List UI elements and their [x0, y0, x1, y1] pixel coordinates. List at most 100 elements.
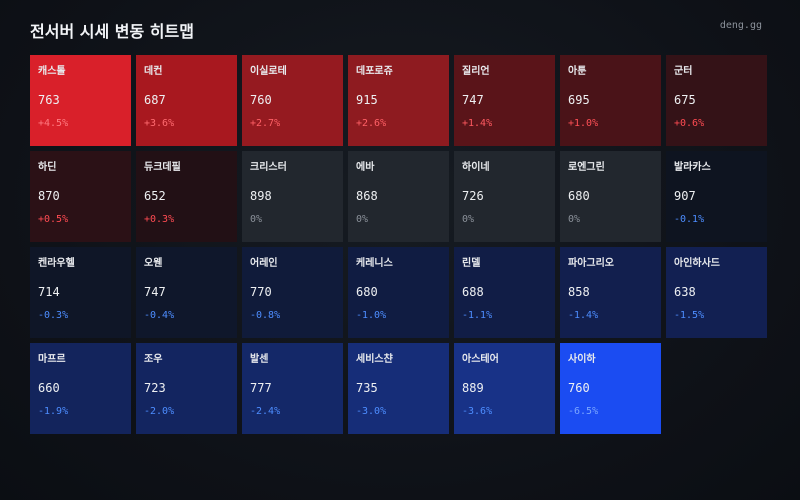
price-change: -6.5% — [568, 406, 599, 417]
server-tile[interactable]: 켄라우헬 714 -0.3% — [30, 247, 131, 338]
price-change: -1.1% — [462, 310, 493, 321]
server-name: 질리언 — [462, 66, 490, 77]
price-change: +1.4% — [462, 118, 493, 129]
server-name: 군터 — [674, 66, 693, 77]
server-tile[interactable]: 로엔그린 680 0% — [560, 151, 661, 242]
server-tile[interactable]: 데컨 687 +3.6% — [136, 55, 237, 146]
server-price: 680 — [356, 285, 378, 299]
server-name: 로엔그린 — [568, 162, 605, 173]
price-change: -0.1% — [674, 214, 705, 225]
server-name: 아인하사드 — [674, 258, 720, 269]
server-tile[interactable]: 질리언 747 +1.4% — [454, 55, 555, 146]
server-price: 695 — [568, 93, 590, 107]
server-name: 하이네 — [462, 162, 490, 173]
server-price: 675 — [674, 93, 696, 107]
server-tile[interactable]: 아스테어 889 -3.6% — [454, 343, 555, 434]
server-tile[interactable]: 케레니스 680 -1.0% — [348, 247, 449, 338]
brand-label: deng.gg — [719, 20, 762, 31]
server-name: 세비스챤 — [356, 354, 393, 365]
server-tile[interactable]: 마프르 660 -1.9% — [30, 343, 131, 434]
server-tile[interactable]: 캐스톨 763 +4.5% — [30, 55, 131, 146]
server-price: 638 — [674, 285, 696, 299]
server-name: 하딘 — [38, 162, 57, 173]
server-tile[interactable]: 세비스챤 735 -3.0% — [348, 343, 449, 434]
server-tile[interactable]: 오웬 747 -0.4% — [136, 247, 237, 338]
server-price: 770 — [250, 285, 272, 299]
server-tile[interactable]: 하이네 726 0% — [454, 151, 555, 242]
server-tile[interactable]: 어레인 770 -0.8% — [242, 247, 343, 338]
server-name: 켄라우헬 — [38, 258, 75, 269]
server-price: 763 — [38, 93, 60, 107]
server-price: 714 — [38, 285, 60, 299]
price-change: 0% — [568, 214, 581, 225]
price-change: +3.6% — [144, 118, 175, 129]
server-price: 747 — [462, 93, 484, 107]
server-tile[interactable]: 발센 777 -2.4% — [242, 343, 343, 434]
heatmap-grid: 캐스톨 763 +4.5% 데컨 687 +3.6% 이실로테 760 +2.7% 데포로쥬 915… — [30, 55, 767, 434]
server-name: 발라카스 — [674, 162, 711, 173]
price-change: -1.9% — [38, 406, 69, 417]
server-price: 735 — [356, 381, 378, 395]
price-change: 0% — [462, 214, 475, 225]
server-tile[interactable]: 린델 688 -1.1% — [454, 247, 555, 338]
server-name: 케레니스 — [356, 258, 393, 269]
server-name: 조우 — [144, 354, 163, 365]
server-price: 747 — [144, 285, 166, 299]
price-change: -2.0% — [144, 406, 175, 417]
server-tile[interactable]: 사이하 760 -6.5% — [560, 343, 661, 434]
server-name: 린델 — [462, 258, 481, 269]
price-change: -2.4% — [250, 406, 281, 417]
server-name: 어레인 — [250, 258, 278, 269]
price-change: -0.3% — [38, 310, 69, 321]
server-tile[interactable]: 크리스터 898 0% — [242, 151, 343, 242]
price-change: +2.6% — [356, 118, 387, 129]
server-name: 발센 — [250, 354, 269, 365]
server-tile[interactable]: 하딘 870 +0.5% — [30, 151, 131, 242]
server-name: 이실로테 — [250, 66, 287, 77]
server-price: 726 — [462, 189, 484, 203]
server-tile[interactable]: 이실로테 760 +2.7% — [242, 55, 343, 146]
server-tile[interactable]: 파아그리오 858 -1.4% — [560, 247, 661, 338]
price-change: +2.7% — [250, 118, 281, 129]
price-change: +0.5% — [38, 214, 69, 225]
price-change: -0.4% — [144, 310, 175, 321]
price-change: +1.0% — [568, 118, 599, 129]
server-tile[interactable]: 데포로쥬 915 +2.6% — [348, 55, 449, 146]
server-price: 760 — [568, 381, 590, 395]
server-price: 723 — [144, 381, 166, 395]
price-change: -1.5% — [674, 310, 705, 321]
server-tile[interactable]: 아툰 695 +1.0% — [560, 55, 661, 146]
server-tile[interactable]: 아인하사드 638 -1.5% — [666, 247, 767, 338]
server-price: 688 — [462, 285, 484, 299]
server-tile[interactable]: 조우 723 -2.0% — [136, 343, 237, 434]
server-name: 아스테어 — [462, 354, 499, 365]
server-tile[interactable]: 듀크데필 652 +0.3% — [136, 151, 237, 242]
price-change: +0.6% — [674, 118, 705, 129]
server-price: 898 — [250, 189, 272, 203]
server-price: 680 — [568, 189, 590, 203]
server-name: 마프르 — [38, 354, 66, 365]
server-name: 데컨 — [144, 66, 163, 77]
price-change: 0% — [356, 214, 369, 225]
server-tile[interactable]: 군터 675 +0.6% — [666, 55, 767, 146]
header: 전서버 시세 변동 히트맵 deng.gg — [30, 18, 770, 41]
server-name: 오웬 — [144, 258, 163, 269]
server-price: 777 — [250, 381, 272, 395]
server-name: 크리스터 — [250, 162, 287, 173]
server-tile[interactable]: 발라카스 907 -0.1% — [666, 151, 767, 242]
server-name: 캐스톨 — [38, 66, 66, 77]
server-price: 687 — [144, 93, 166, 107]
server-name: 데포로쥬 — [356, 66, 393, 77]
server-price: 870 — [38, 189, 60, 203]
server-name: 파아그리오 — [568, 258, 614, 269]
server-name: 듀크데필 — [144, 162, 181, 173]
server-price: 858 — [568, 285, 590, 299]
price-change: +0.3% — [144, 214, 175, 225]
price-change: -3.0% — [356, 406, 387, 417]
server-price: 889 — [462, 381, 484, 395]
server-name: 에바 — [356, 162, 375, 173]
server-price: 660 — [38, 381, 60, 395]
price-change: +4.5% — [38, 118, 69, 129]
server-price: 907 — [674, 189, 696, 203]
server-tile[interactable]: 에바 868 0% — [348, 151, 449, 242]
